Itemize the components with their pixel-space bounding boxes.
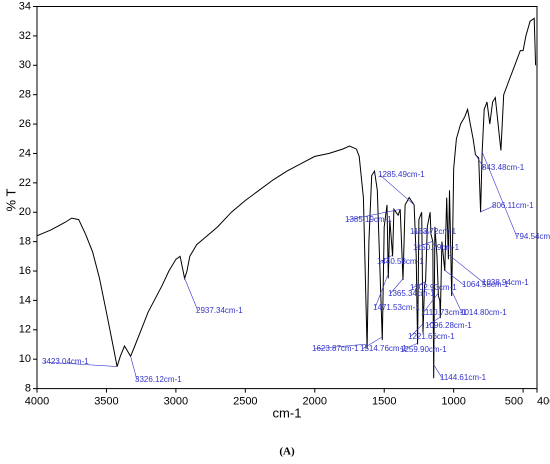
peak-label: 1221.66cm-1	[408, 332, 455, 341]
peak-label: 1385.19cm-1	[345, 215, 392, 224]
y-tick-label: 30	[19, 59, 31, 71]
x-tick-label: 2000	[303, 396, 327, 408]
peak-leader	[401, 342, 418, 351]
y-tick-label: 28	[19, 89, 31, 101]
peak-leader	[313, 343, 368, 350]
y-tick-label: 22	[19, 177, 31, 189]
peak-leader	[480, 205, 495, 213]
y-tick-label: 10	[19, 353, 31, 365]
peak-leader	[378, 255, 393, 263]
peak-leader	[389, 278, 404, 295]
peak-leader	[184, 278, 199, 312]
peak-leader	[448, 254, 485, 284]
y-tick-label: 26	[19, 118, 31, 130]
x-tick-label: 3000	[164, 396, 188, 408]
peak-leader	[481, 151, 518, 238]
peak-label: 1064.58cm-1	[462, 280, 509, 289]
peak-leader	[130, 356, 138, 381]
peak-leader	[475, 154, 485, 169]
peak-leader	[444, 269, 465, 286]
peak-label: 1014.80cm-1	[460, 308, 507, 317]
x-tick-label: 4000	[25, 396, 49, 408]
x-tick-label: 400	[537, 396, 550, 408]
peak-label: 1202.93cm-1	[410, 283, 457, 292]
peak-label: 1471.53cm-1	[373, 303, 420, 312]
spectrum-line	[36, 17, 537, 379]
peak-label: 1440.58cm-1	[377, 257, 424, 266]
y-tick-label: 14	[19, 294, 31, 306]
peak-label: 1096.28cm-1	[425, 321, 472, 330]
peak-leader	[422, 292, 439, 314]
peak-label: 843.48cm-1	[482, 163, 525, 172]
x-tick-label: 1500	[372, 396, 396, 408]
peak-leader	[426, 316, 441, 327]
y-axis-label: % T	[3, 189, 18, 212]
y-tick-label: 18	[19, 236, 31, 248]
caption: (A)	[279, 446, 295, 458]
peak-label: 794.54cm-1	[515, 232, 550, 241]
peak-label: 1144.61cm-1	[440, 373, 487, 382]
y-tick-label: 12	[19, 324, 31, 336]
y-tick-label: 24	[19, 147, 31, 159]
peak-label: 806.11cm-1	[492, 201, 534, 210]
peak-leader	[346, 209, 401, 221]
peak-label: 1514.76cm-1	[360, 344, 407, 353]
y-tick-label: 20	[19, 206, 31, 218]
peak-label: 1150.79cm-1	[413, 243, 460, 252]
peak-label: 2937.34cm-1	[196, 306, 243, 315]
peak-label: 1623.87cm-1	[312, 344, 359, 353]
x-tick-label: 2500	[233, 396, 257, 408]
x-tick-label: 1000	[441, 396, 465, 408]
peak-leader	[379, 174, 415, 206]
peak-label: 1285.49cm-1	[378, 170, 425, 179]
peak-leader	[409, 323, 424, 338]
x-tick-label: 3500	[94, 396, 118, 408]
peak-leader	[411, 281, 426, 289]
peak-label: 1110.73cm-1	[421, 308, 467, 317]
plot-frame	[36, 6, 538, 390]
y-tick-label: 32	[19, 30, 31, 42]
peak-leader	[374, 273, 389, 309]
peak-leader	[43, 361, 118, 367]
peak-label: 3326.12cm-1	[135, 375, 182, 384]
peak-label: 1259.90cm-1	[400, 345, 447, 354]
peak-leader	[361, 336, 383, 350]
peak-label: 3423.04cm-1	[42, 357, 89, 366]
peak-leader	[451, 290, 463, 314]
y-tick-label: 16	[19, 265, 31, 277]
y-tick-label: 8	[25, 383, 31, 395]
peak-leader	[433, 364, 443, 379]
x-axis-label: cm-1	[273, 405, 302, 420]
peak-label: 1038.94cm-1	[482, 278, 529, 287]
peak-label: 1163.72cm-1	[410, 227, 457, 236]
peak-label: 1365.34cm-1	[388, 289, 435, 298]
y-tick-label: 34	[19, 0, 31, 12]
x-tick-label: 500	[505, 396, 523, 408]
peak-leader	[414, 240, 433, 249]
